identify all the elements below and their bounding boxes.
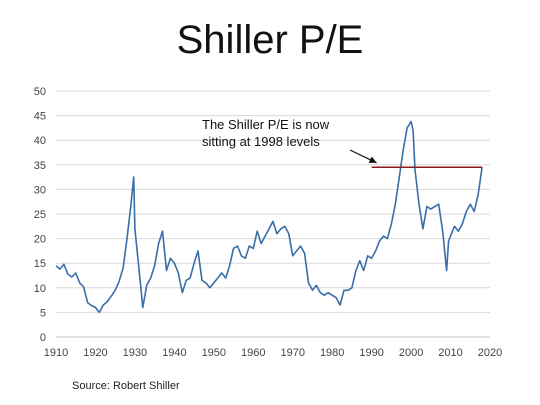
y-tick-label: 5 bbox=[40, 307, 46, 319]
y-tick-label: 50 bbox=[34, 86, 46, 98]
x-tick-label: 1930 bbox=[123, 347, 147, 359]
x-tick-label: 1990 bbox=[359, 347, 383, 359]
annotation-arrow bbox=[349, 149, 377, 164]
slide-title: Shiller P/E bbox=[176, 18, 364, 62]
source-note: Source: Robert Shiller bbox=[72, 380, 180, 392]
y-tick-label: 15 bbox=[34, 258, 46, 270]
x-tick-label: 2000 bbox=[399, 347, 423, 359]
annotation-line-2: sitting at 1998 levels bbox=[202, 134, 320, 149]
y-tick-label: 30 bbox=[34, 184, 46, 196]
x-tick-label: 1940 bbox=[162, 347, 186, 359]
x-tick-label: 2020 bbox=[478, 347, 502, 359]
y-tick-label: 10 bbox=[34, 283, 46, 295]
x-tick-label: 1910 bbox=[44, 347, 68, 359]
y-tick-label: 45 bbox=[34, 111, 46, 123]
y-tick-label: 20 bbox=[34, 234, 46, 246]
annotation-line-1: The Shiller P/E is now bbox=[202, 117, 330, 132]
chart-annotation: The Shiller P/E is now sitting at 1998 l… bbox=[202, 116, 392, 150]
x-tick-label: 1980 bbox=[320, 347, 344, 359]
series-line-shiller-pe bbox=[55, 120, 483, 314]
x-tick-label: 2010 bbox=[438, 347, 462, 359]
y-tick-label: 35 bbox=[34, 160, 46, 172]
x-tick-label: 1960 bbox=[241, 347, 265, 359]
y-tick-label: 0 bbox=[40, 332, 46, 344]
x-tick-label: 1950 bbox=[202, 347, 226, 359]
x-tick-label: 1970 bbox=[280, 347, 304, 359]
y-tick-label: 40 bbox=[34, 135, 46, 147]
y-tick-label: 25 bbox=[34, 209, 46, 221]
x-tick-label: 1920 bbox=[83, 347, 107, 359]
